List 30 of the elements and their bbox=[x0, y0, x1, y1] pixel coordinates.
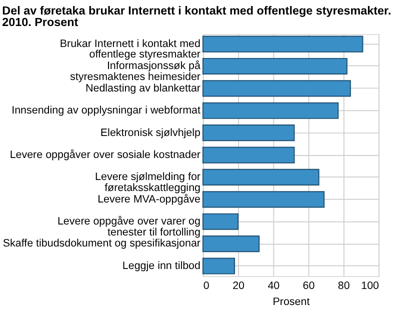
y-tick-label: Levere sjølmelding for føretaksskattlegging bbox=[95, 171, 201, 194]
bar bbox=[202, 213, 239, 230]
bar bbox=[202, 146, 295, 164]
x-tick-label: 0 bbox=[203, 280, 210, 292]
x-axis-title: Prosent bbox=[272, 296, 310, 308]
bar bbox=[202, 168, 320, 186]
bar bbox=[202, 58, 348, 75]
bar bbox=[202, 80, 351, 97]
y-tick-label: Brukar Internett i kontakt med offentlege styresmakter bbox=[60, 38, 201, 61]
bar bbox=[202, 236, 260, 252]
bar bbox=[202, 124, 295, 142]
bar bbox=[202, 36, 364, 52]
y-tick-label: Levere oppgåver over sosiale kostnader bbox=[10, 148, 201, 161]
bar bbox=[202, 102, 339, 119]
x-tick-label: 40 bbox=[268, 280, 280, 292]
bar bbox=[202, 191, 325, 208]
chart-title: Del av føretaka brukar Internett i kontakt med offentlege styresmakter. 2010. Prosent bbox=[2, 4, 392, 30]
y-tick-label: Innsending av opplysningar i webformat bbox=[12, 104, 200, 117]
y-tick-label: Levere MVA-oppgåve bbox=[98, 193, 201, 206]
bar bbox=[202, 258, 236, 274]
y-tick-label: Levere oppgåve over varer og tenester til fortolling bbox=[57, 216, 201, 238]
x-tick-label: 60 bbox=[302, 280, 315, 292]
x-tick-label: 20 bbox=[232, 280, 245, 292]
x-tick-label: 80 bbox=[338, 280, 350, 292]
x-tick-label: 100 bbox=[361, 280, 380, 292]
y-tick-label: Leggje inn tilbod bbox=[122, 260, 201, 272]
y-tick-label: Elektronisk sjølvhjelp bbox=[100, 126, 201, 139]
y-tick-label: Skaffe tibudsdokument og spesifikasjonar bbox=[2, 238, 201, 250]
y-tick-label: Nedlasting av blankettar bbox=[85, 82, 201, 94]
y-tick-label: Informasjonssøk på styresmaktenes heimesider bbox=[70, 60, 201, 83]
